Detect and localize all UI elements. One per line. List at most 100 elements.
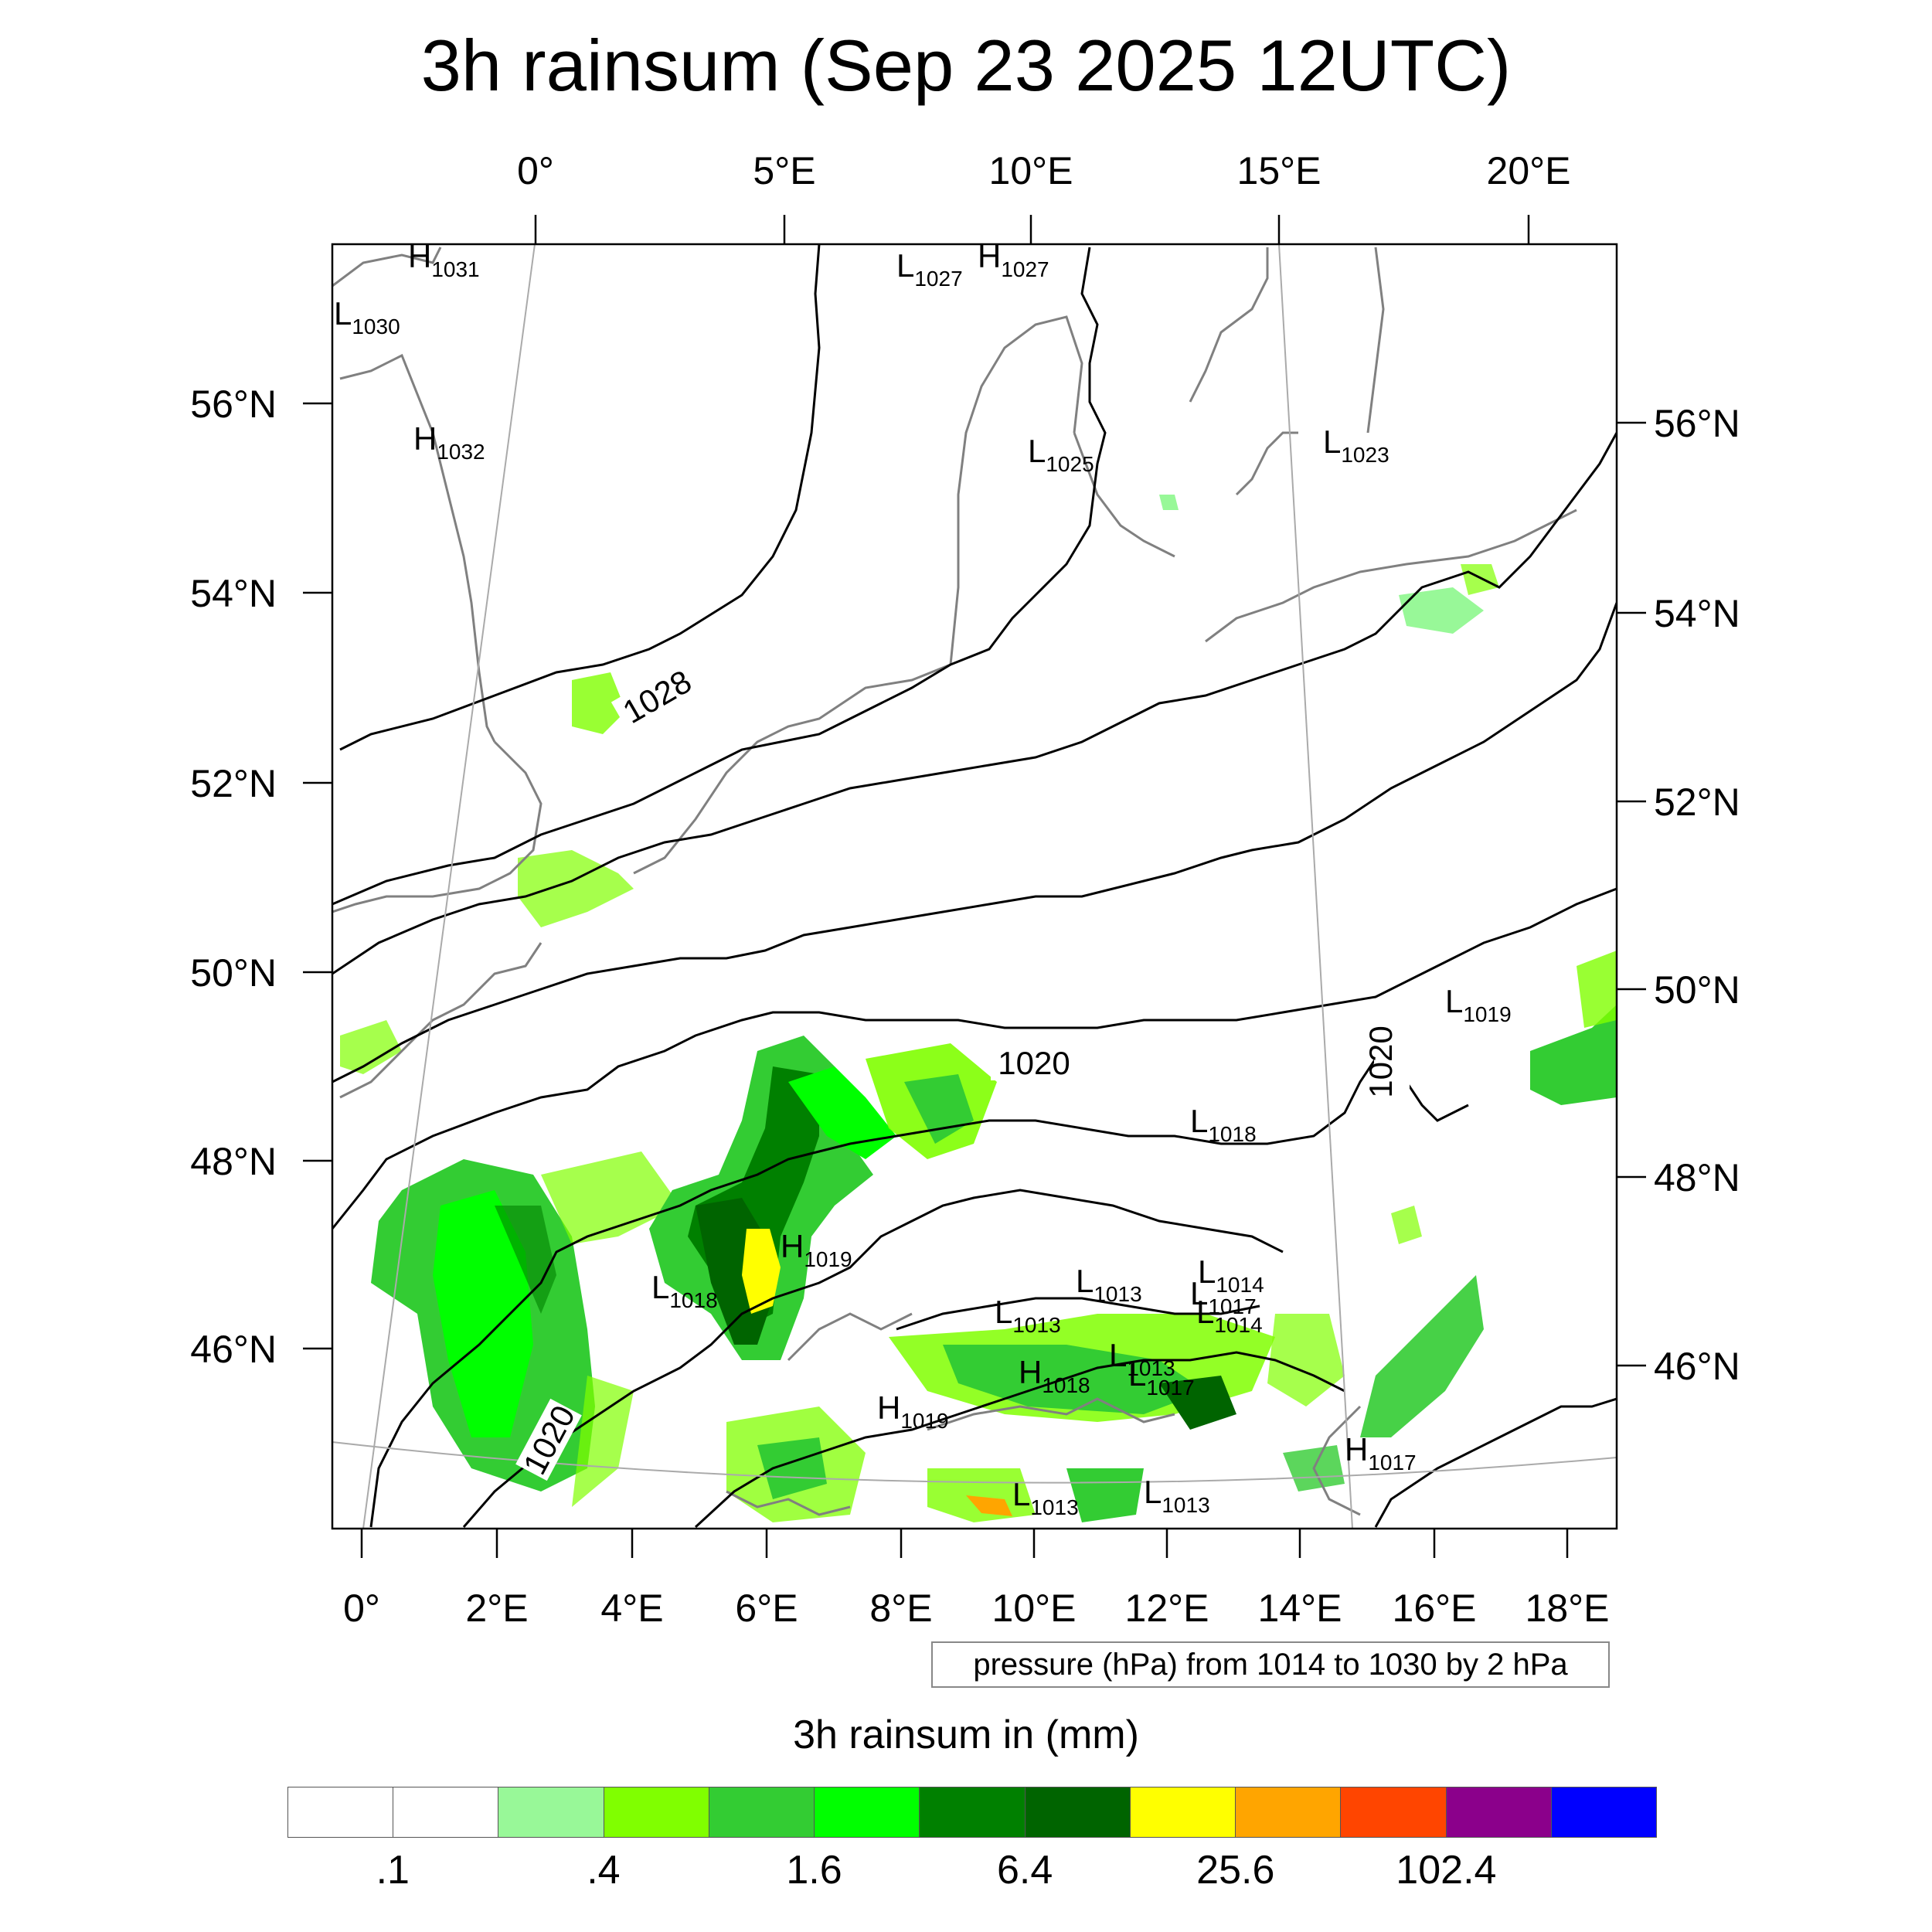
low-pressure-center: L1030 [334, 295, 400, 338]
right-lat-label: 54°N [1654, 592, 1740, 635]
isobar-1030 [339, 244, 821, 751]
colorbar-swatch [1025, 1787, 1131, 1837]
alpine-lakes [927, 1397, 1175, 1431]
high-pressure-center: H1017 [1345, 1431, 1417, 1475]
chart-title: 3h rainsum (Sep 23 2025 12UTC) [420, 25, 1512, 106]
coast-adriatic [1312, 1405, 1362, 1516]
top-lon-label: 20°E [1487, 149, 1571, 192]
colorbar-swatch [1551, 1787, 1657, 1837]
coast-sweden-west [1189, 247, 1269, 403]
left-lat-label: 46°N [190, 1328, 277, 1371]
colorbar-swatch [709, 1787, 815, 1837]
right-latitude-labels: 56°N 54°N 52°N 50°N 48°N 46°N [1654, 402, 1740, 1388]
left-latitude-labels: 56°N 54°N 52°N 50°N 48°N 46°N [190, 383, 277, 1371]
low-pressure-center: L1014 [1196, 1294, 1263, 1337]
isobar-1028 [332, 247, 1107, 906]
low-pressure-center: L1018 [1190, 1103, 1257, 1146]
isobar-1024 [332, 602, 1617, 1083]
colorbar [287, 1787, 1657, 1838]
high-pressure-center: H1031 [408, 238, 480, 281]
low-pressure-center: L1013 [1144, 1474, 1210, 1517]
rain-area-west-france [371, 1151, 680, 1507]
low-pressure-center: L1017 [1190, 1275, 1257, 1318]
high-pressure-center: H1032 [413, 420, 485, 464]
colorbar-label: .4 [587, 1848, 621, 1893]
bottom-lon-label: 16°E [1393, 1587, 1477, 1630]
left-lat-label: 56°N [190, 383, 277, 426]
isobar-1026 [332, 432, 1617, 975]
coast-britain-south [332, 740, 543, 913]
colorbar-label: 102.4 [1396, 1848, 1497, 1893]
bottom-lon-label: 2°E [465, 1587, 528, 1630]
high-pressure-center: H1019 [877, 1389, 949, 1433]
colorbar-label: .1 [376, 1848, 410, 1893]
left-lat-label: 48°N [190, 1140, 277, 1183]
left-lat-label: 52°N [190, 762, 277, 805]
low-pressure-center: L1027 [896, 247, 963, 291]
isobar-1018 [462, 1189, 1284, 1528]
isobar-1014 [896, 1297, 1260, 1331]
top-lon-label: 10°E [989, 149, 1073, 192]
colorbar-label: 6.4 [996, 1848, 1053, 1893]
isobar-1016 [694, 1351, 1345, 1529]
low-pressure-center: L1023 [1323, 423, 1389, 467]
colorbar-swatch [815, 1787, 920, 1837]
low-pressure-center: L1017 [1128, 1356, 1195, 1400]
colorbar-swatch [920, 1787, 1026, 1837]
coast-benelux [633, 663, 951, 875]
left-lat-label: 54°N [190, 572, 277, 615]
right-lat-label: 46°N [1654, 1345, 1740, 1388]
bottom-lon-label: 0° [343, 1587, 380, 1630]
bottom-lon-label: 12°E [1125, 1587, 1209, 1630]
colorbar-swatch [1236, 1787, 1342, 1837]
coast-britain-east [339, 353, 496, 743]
right-lat-label: 50°N [1654, 968, 1740, 1012]
colorbar-swatch [498, 1787, 604, 1837]
coast-baltic-islands [1366, 247, 1385, 434]
top-longitude-labels: 0° 5°E 10°E 15°E 20°E [517, 149, 1570, 192]
pressure-note: pressure (hPa) from 1014 to 1030 by 2 hP… [931, 1641, 1610, 1688]
coast-france-channel [339, 942, 543, 1099]
coast-ligurian [726, 1490, 851, 1516]
isobar-1022 [332, 887, 1617, 1230]
meridian-0 [362, 243, 536, 1529]
map-frame [331, 243, 1618, 1530]
top-lon-label: 0° [517, 149, 554, 192]
low-pressure-center: L1014 [1198, 1253, 1264, 1297]
rain-area-north [340, 495, 1499, 1074]
isobar-1016-east [1374, 1397, 1617, 1528]
low-pressure-center: L1013 [1109, 1337, 1175, 1380]
coast-baltic-south [1205, 509, 1577, 643]
right-lat-label: 48°N [1654, 1156, 1740, 1199]
colorbar-swatch [288, 1787, 394, 1837]
rain-field-layer [340, 495, 1617, 1522]
colorbar-title: 3h rainsum in (mm) [793, 1713, 1139, 1757]
top-lon-label: 5°E [753, 149, 815, 192]
bottom-longitude-labels: 0° 2°E 4°E 6°E 8°E 10°E 12°E 14°E 16°E 1… [343, 1587, 1609, 1630]
tick-marks [303, 215, 1646, 1558]
colorbar-swatch [1446, 1787, 1552, 1837]
coast-scotland [332, 247, 442, 287]
colorbar-swatch [1341, 1787, 1447, 1837]
bottom-lon-label: 10°E [992, 1587, 1077, 1630]
low-pressure-center: L1013 [1012, 1476, 1079, 1519]
low-pressure-center: L1018 [651, 1269, 718, 1312]
coast-sweden-south [1235, 431, 1298, 496]
high-pressure-center: H1018 [1019, 1354, 1090, 1397]
isobar-label: 1020 [1362, 1026, 1399, 1097]
high-pressure-center: H1027 [978, 238, 1049, 281]
colorbar-label: 1.6 [786, 1848, 842, 1893]
coast-denmark-south [1073, 432, 1175, 558]
meridian-15e [1278, 243, 1353, 1529]
bottom-lon-label: 14°E [1258, 1587, 1342, 1630]
top-lon-label: 15°E [1237, 149, 1321, 192]
right-lat-label: 52°N [1654, 781, 1740, 824]
left-lat-label: 50°N [190, 951, 277, 995]
bottom-lon-label: 4°E [600, 1587, 663, 1630]
colorbar-swatch [1130, 1787, 1236, 1837]
low-pressure-center: L1013 [995, 1294, 1061, 1337]
bottom-lon-label: 18°E [1526, 1587, 1610, 1630]
colorbar-swatch [604, 1787, 709, 1837]
